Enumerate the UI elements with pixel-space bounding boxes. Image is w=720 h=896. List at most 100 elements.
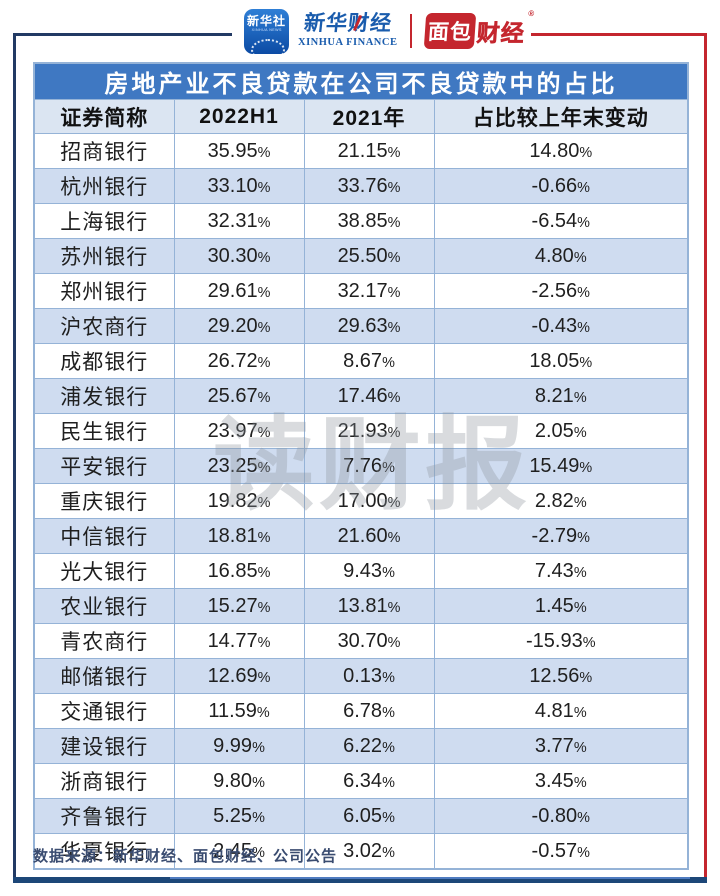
value-cell: 14.77% bbox=[173, 623, 305, 659]
frame-left-line bbox=[13, 33, 16, 883]
xinhua-finance-cn: 新华财经 bbox=[302, 12, 393, 36]
value-cell: 2.45% bbox=[173, 833, 305, 870]
percent-sign: % bbox=[252, 844, 265, 861]
percent-sign: % bbox=[256, 704, 270, 721]
value-cell: 23.25% bbox=[173, 448, 305, 484]
value-cell: 3.02% bbox=[303, 833, 435, 870]
value-cell: 30.30% bbox=[173, 238, 305, 274]
xinhua-app-subtitle: XINHUA NEWS bbox=[251, 26, 282, 32]
value-cell: -0.43% bbox=[433, 308, 689, 344]
percent-sign: % bbox=[577, 214, 590, 231]
table-row: 浙商银行 9.80% 6.34% 3.45% bbox=[33, 763, 689, 799]
bank-name-cell: 郑州银行 bbox=[33, 273, 175, 309]
percent-sign: % bbox=[387, 319, 401, 336]
table-row: 重庆银行 19.82% 17.00% 2.82% bbox=[33, 483, 689, 519]
percent-sign: % bbox=[573, 704, 587, 721]
frame-right-line bbox=[704, 33, 707, 883]
value-cell: 4.81% bbox=[433, 693, 689, 729]
bank-name-cell: 浙商银行 bbox=[33, 763, 175, 799]
table-row: 华夏银行 2.45% 3.02% -0.57% bbox=[33, 833, 689, 870]
value-cell: 29.20% bbox=[173, 308, 305, 344]
percent-sign: % bbox=[257, 669, 271, 686]
value-cell: 8.67% bbox=[303, 343, 435, 379]
value-cell: 12.69% bbox=[173, 658, 305, 694]
percent-sign: % bbox=[387, 389, 401, 406]
value-cell: -0.57% bbox=[433, 833, 689, 870]
percent-sign: % bbox=[577, 319, 590, 336]
frame-bottom-bar bbox=[13, 877, 707, 883]
column-header-change: 占比较上年末变动 bbox=[433, 99, 689, 134]
value-cell: 3.77% bbox=[433, 728, 689, 764]
table-row: 齐鲁银行 5.25% 6.05% -0.80% bbox=[33, 798, 689, 834]
value-cell: 21.60% bbox=[303, 518, 435, 554]
value-cell: 32.17% bbox=[303, 273, 435, 309]
bank-name-cell: 民生银行 bbox=[33, 413, 175, 449]
table-row: 中信银行 18.81% 21.60% -2.79% bbox=[33, 518, 689, 554]
value-cell: 16.85% bbox=[173, 553, 305, 589]
percent-sign: % bbox=[257, 354, 271, 371]
percent-sign: % bbox=[382, 669, 395, 686]
value-cell: 21.15% bbox=[303, 133, 435, 169]
percent-sign: % bbox=[382, 354, 395, 371]
value-cell: 0.13% bbox=[303, 658, 435, 694]
percent-sign: % bbox=[257, 424, 271, 441]
percent-sign: % bbox=[387, 599, 401, 616]
percent-sign: % bbox=[387, 214, 401, 231]
table-header-row: 证券简称 2022H1 2021年 占比较上年末变动 bbox=[33, 99, 689, 134]
value-cell: 9.80% bbox=[173, 763, 305, 799]
percent-sign: % bbox=[573, 599, 587, 616]
xinhua-finance-cn-text: 新华财经 bbox=[302, 12, 393, 36]
value-cell: 6.34% bbox=[303, 763, 435, 799]
value-cell: 33.76% bbox=[303, 168, 435, 204]
column-header-2022h1: 2022H1 bbox=[173, 99, 305, 134]
value-cell: 25.50% bbox=[303, 238, 435, 274]
frame-top-right-line bbox=[505, 33, 707, 36]
value-cell: 1.45% bbox=[433, 588, 689, 624]
percent-sign: % bbox=[382, 809, 395, 826]
value-cell: 38.85% bbox=[303, 203, 435, 239]
value-cell: 25.67% bbox=[173, 378, 305, 414]
table-row: 沪农商行 29.20% 29.63% -0.43% bbox=[33, 308, 689, 344]
percent-sign: % bbox=[257, 179, 271, 196]
bread-finance-logo: 面包 财经 ® bbox=[424, 9, 535, 49]
table-row: 邮储银行 12.69% 0.13% 12.56% bbox=[33, 658, 689, 694]
bread-finance-left: 面包 bbox=[424, 13, 477, 49]
percent-sign: % bbox=[382, 739, 395, 756]
percent-sign: % bbox=[387, 179, 401, 196]
xinhua-finance-logo: 新华财经 XINHUA FINANCE bbox=[298, 12, 397, 49]
value-cell: -0.80% bbox=[433, 798, 689, 834]
value-cell: 26.72% bbox=[173, 343, 305, 379]
value-cell: 5.25% bbox=[173, 798, 305, 834]
value-cell: 19.82% bbox=[173, 483, 305, 519]
percent-sign: % bbox=[579, 354, 593, 371]
bank-name-cell: 上海银行 bbox=[33, 203, 175, 239]
value-cell: 2.82% bbox=[433, 483, 689, 519]
bank-name-cell: 邮储银行 bbox=[33, 658, 175, 694]
bank-name-cell: 苏州银行 bbox=[33, 238, 175, 274]
percent-sign: % bbox=[579, 144, 593, 161]
bank-name-cell: 成都银行 bbox=[33, 343, 175, 379]
frame-bottom-bar-highlight bbox=[170, 877, 690, 879]
bank-name-cell: 华夏银行 bbox=[33, 833, 175, 870]
percent-sign: % bbox=[257, 214, 271, 231]
percent-sign: % bbox=[257, 494, 271, 511]
percent-sign: % bbox=[387, 249, 401, 266]
column-header-2021: 2021年 bbox=[303, 99, 435, 134]
table-row: 上海银行 32.31% 38.85% -6.54% bbox=[33, 203, 689, 239]
value-cell: 8.21% bbox=[433, 378, 689, 414]
frame-top-left-line bbox=[13, 33, 232, 36]
value-cell: 2.05% bbox=[433, 413, 689, 449]
value-cell: 15.49% bbox=[433, 448, 689, 484]
value-cell: 3.45% bbox=[433, 763, 689, 799]
percent-sign: % bbox=[257, 389, 271, 406]
percent-sign: % bbox=[579, 669, 593, 686]
value-cell: 33.10% bbox=[173, 168, 305, 204]
percent-sign: % bbox=[257, 284, 271, 301]
value-cell: 7.76% bbox=[303, 448, 435, 484]
value-cell: 30.70% bbox=[303, 623, 435, 659]
percent-sign: % bbox=[387, 529, 401, 546]
percent-sign: % bbox=[257, 144, 271, 161]
logo-divider bbox=[410, 14, 413, 48]
percent-sign: % bbox=[573, 424, 587, 441]
